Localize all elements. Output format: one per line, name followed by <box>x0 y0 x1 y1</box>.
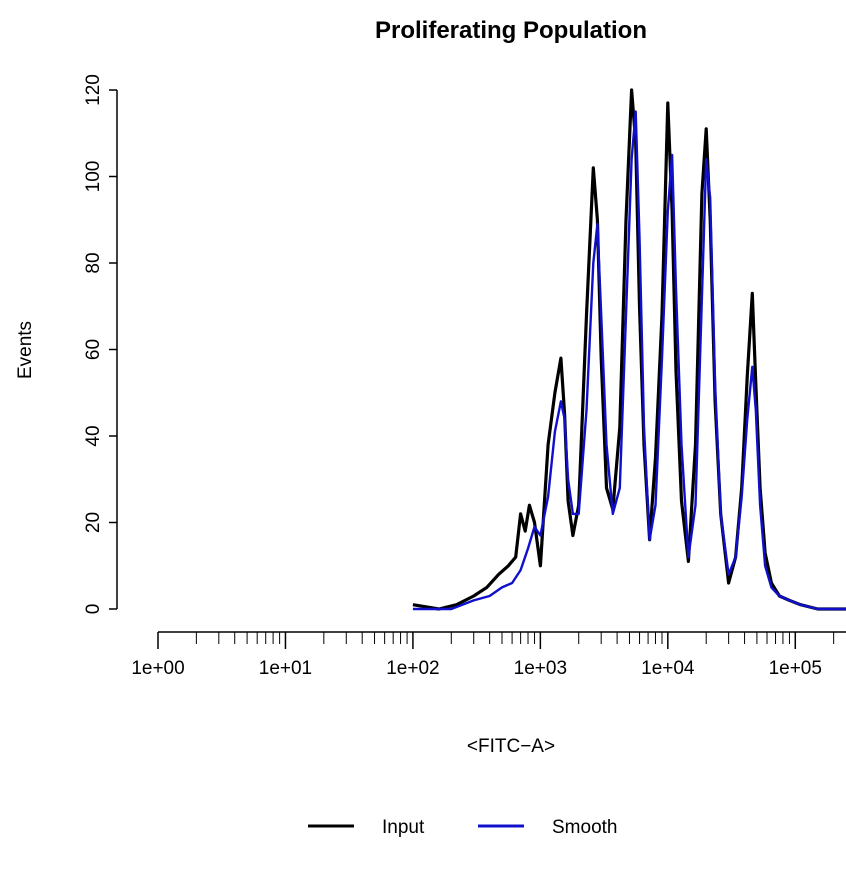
x-tick-label: 1e+01 <box>259 658 312 679</box>
series-line-smooth <box>412 110 846 611</box>
x-axis-label: <FITC−A> <box>467 736 555 757</box>
y-tick-label: 0 <box>83 604 104 615</box>
x-tick-label: 1e+03 <box>514 658 567 679</box>
plot-area <box>412 88 846 611</box>
y-tick-label: 40 <box>83 425 104 446</box>
y-tick-label: 60 <box>83 339 104 360</box>
y-axis: 0 20 40 60 80 100 120 <box>83 74 118 615</box>
series-line-input <box>412 88 846 611</box>
y-tick-label: 120 <box>83 74 104 106</box>
y-axis-label: Events <box>15 321 36 379</box>
x-tick-label: 1e+02 <box>386 658 439 679</box>
y-tick-label: 100 <box>83 161 104 193</box>
y-tick-label: 20 <box>83 512 104 533</box>
x-axis: 1e+00 1e+01 1e+02 1e+03 1e+04 1e+05 <box>131 631 846 679</box>
legend-label-smooth: Smooth <box>552 817 617 838</box>
x-tick-label: 1e+00 <box>131 658 184 679</box>
legend: Input Smooth <box>308 817 617 838</box>
y-tick-label: 80 <box>83 252 104 273</box>
x-tick-label: 1e+04 <box>641 658 695 679</box>
x-tick-label: 1e+05 <box>769 658 822 679</box>
chart-title: Proliferating Population <box>375 17 647 44</box>
legend-label-input: Input <box>382 817 425 838</box>
